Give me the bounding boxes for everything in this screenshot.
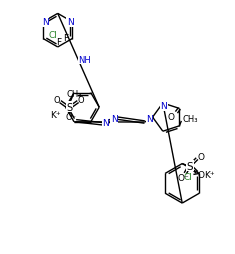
Text: N: N bbox=[102, 119, 109, 128]
Text: F: F bbox=[63, 34, 68, 43]
Text: F: F bbox=[56, 37, 61, 46]
Text: O⁻: O⁻ bbox=[177, 173, 189, 182]
Text: Cl: Cl bbox=[183, 172, 192, 181]
Text: CH₃: CH₃ bbox=[182, 115, 198, 124]
Text: O: O bbox=[197, 153, 204, 162]
Text: K⁺: K⁺ bbox=[205, 170, 215, 179]
Text: O: O bbox=[197, 170, 204, 179]
Text: K⁺: K⁺ bbox=[50, 110, 61, 119]
Text: N: N bbox=[111, 115, 118, 124]
Text: Cl: Cl bbox=[49, 31, 58, 40]
Text: O: O bbox=[54, 96, 61, 105]
Text: S: S bbox=[66, 102, 72, 112]
Text: N: N bbox=[42, 18, 48, 27]
Text: N: N bbox=[146, 114, 153, 123]
Text: S: S bbox=[187, 161, 193, 171]
Text: NH: NH bbox=[78, 56, 91, 65]
Text: N: N bbox=[161, 102, 167, 111]
Text: O: O bbox=[78, 96, 84, 105]
Text: N: N bbox=[67, 18, 74, 27]
Text: O: O bbox=[168, 112, 175, 121]
Text: CH₃: CH₃ bbox=[67, 90, 82, 99]
Text: O⁻: O⁻ bbox=[66, 113, 77, 121]
